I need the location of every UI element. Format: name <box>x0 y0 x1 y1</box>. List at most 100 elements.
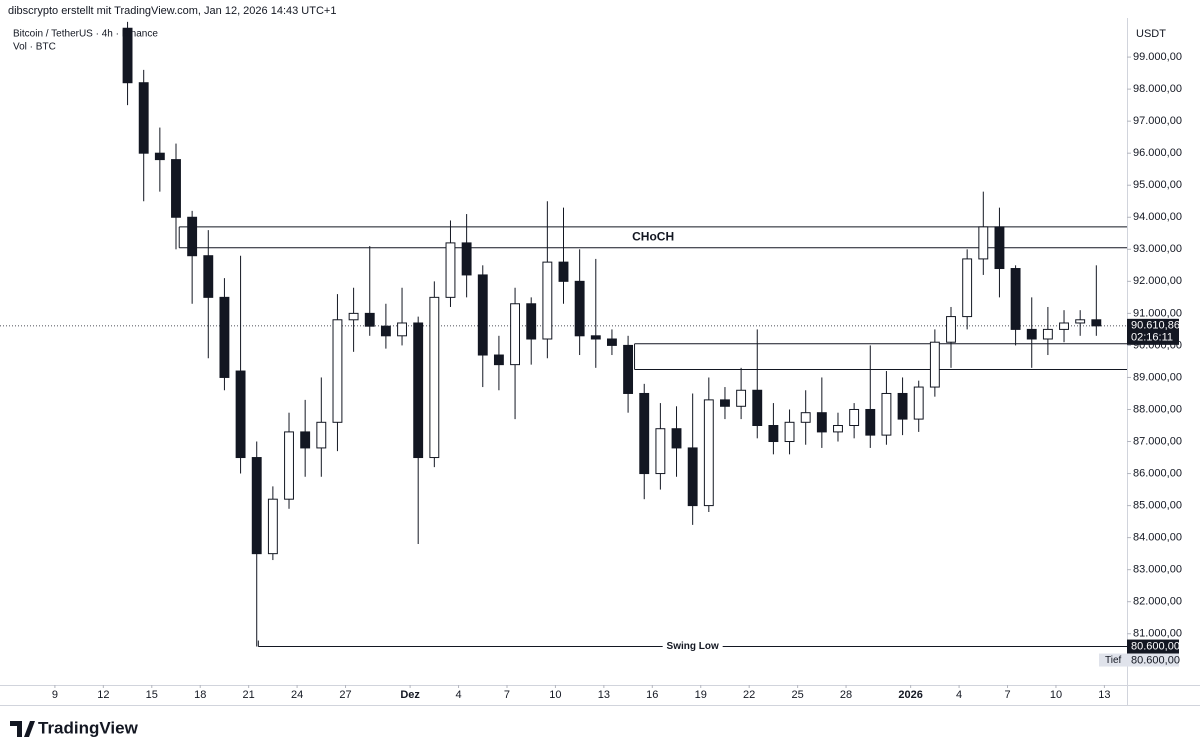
candle-body <box>219 296 230 378</box>
candle-body <box>800 412 811 423</box>
plot-area: CHoCH Swing Low <box>0 21 1127 654</box>
candle-body <box>138 82 149 154</box>
candle-body <box>413 322 424 459</box>
countdown: 02:16:11 <box>1131 332 1173 344</box>
y-tick-label: 87.000,00 <box>1133 435 1182 447</box>
x-tick-label: 22 <box>743 689 755 701</box>
chart-subtitle: Vol · BTC <box>13 42 56 53</box>
candle-body <box>1026 328 1037 340</box>
candle-body <box>154 152 165 161</box>
low-marker-price: 80.600,00 <box>1131 654 1180 666</box>
candle-body <box>720 399 730 407</box>
y-tick-label: 98.000,00 <box>1133 83 1182 95</box>
candle-body <box>348 312 359 321</box>
candle-body <box>461 242 472 276</box>
candle-body <box>510 303 521 366</box>
y-tick-label: 95.000,00 <box>1133 179 1182 191</box>
low-marker-box <box>1127 653 1179 667</box>
y-tick-label: 85.000,00 <box>1133 500 1182 512</box>
x-tick-label: 9 <box>52 689 58 701</box>
candle-body <box>623 344 634 394</box>
candle-body <box>267 498 278 555</box>
y-tick-label: 86.000,00 <box>1133 467 1182 479</box>
candle-body <box>1075 319 1086 324</box>
currency: USDT <box>1136 28 1166 40</box>
candle-body <box>639 392 650 475</box>
low-marker-tag <box>1099 653 1127 667</box>
x-tick-label: 27 <box>339 689 351 701</box>
candle-body <box>332 319 343 423</box>
candle-body <box>1042 328 1053 340</box>
credit: dibscrypto erstellt mit TradingView.com,… <box>8 5 336 17</box>
candle-body <box>913 386 924 420</box>
candle-body <box>865 408 876 436</box>
candle-body <box>187 216 198 257</box>
candle-body <box>687 447 698 507</box>
logo: TradingView <box>10 718 139 737</box>
candle-body <box>962 258 973 318</box>
zone-label: CHoCH <box>632 229 674 243</box>
candle-body <box>235 370 246 459</box>
candle-body <box>946 316 956 343</box>
y-tick-label: 94.000,00 <box>1133 211 1182 223</box>
logo-mark <box>10 721 35 737</box>
candle-body <box>655 428 666 475</box>
candle-body <box>929 341 940 388</box>
candle-body <box>1010 268 1021 330</box>
candle-body <box>671 428 682 449</box>
x-tick-label: 10 <box>1050 689 1062 701</box>
y-tick-label: 93.000,00 <box>1133 243 1182 255</box>
candle-body <box>606 338 617 346</box>
x-tick-label: 21 <box>243 689 255 701</box>
candle-body <box>1059 322 1069 330</box>
candle-body <box>316 421 327 449</box>
candle-body <box>380 325 391 337</box>
candle-body <box>849 408 860 427</box>
candle-body <box>397 322 407 337</box>
candle-body <box>542 261 553 340</box>
x-tick-label: 24 <box>291 689 303 701</box>
candle-body <box>493 354 504 366</box>
candle-body <box>526 303 537 340</box>
candle-body <box>477 274 488 356</box>
x-tick-label: 7 <box>504 689 510 701</box>
last-price-label: 90.610,86 <box>1131 320 1180 332</box>
y-tick-label: 89.000,00 <box>1133 371 1182 383</box>
x-tick-label: 4 <box>956 689 962 701</box>
last-price-box <box>1127 318 1179 345</box>
swing-low-label-bg <box>662 639 723 654</box>
candle-body <box>1091 319 1102 327</box>
y-tick-label: 82.000,00 <box>1133 596 1182 608</box>
x-tick-label: 10 <box>549 689 561 701</box>
candle-body <box>897 392 908 420</box>
candle-body <box>978 226 989 260</box>
y-tick-label: 99.000,00 <box>1133 51 1182 63</box>
x-tick-label: Dez <box>400 689 420 701</box>
y-tick-label: 91.000,00 <box>1133 307 1182 319</box>
candle-body <box>816 412 827 433</box>
candle-body <box>752 389 763 427</box>
candle-body <box>284 431 294 500</box>
low-marker-text: Tief <box>1105 655 1122 666</box>
candle-body <box>558 261 569 282</box>
x-tick-label: 4 <box>455 689 461 701</box>
candle-body <box>833 425 843 433</box>
candle-body <box>364 312 375 327</box>
candle-body <box>203 255 214 298</box>
swing-low-label: Swing Low <box>667 641 719 652</box>
y-tick-label: 81.000,00 <box>1133 628 1182 640</box>
swing-low-box <box>1127 639 1179 654</box>
y-tick-label: 88.000,00 <box>1133 403 1182 415</box>
candle-body <box>445 242 456 298</box>
candle-body <box>574 280 585 337</box>
x-tick-label: 2026 <box>898 689 922 701</box>
candle-body <box>736 389 747 407</box>
x-tick-label: 13 <box>598 689 610 701</box>
y-tick-label: 92.000,00 <box>1133 275 1182 287</box>
y-tick-label: 97.000,00 <box>1133 115 1182 127</box>
candle-body <box>881 392 892 436</box>
candle-body <box>251 457 262 555</box>
x-tick-label: 12 <box>97 689 109 701</box>
